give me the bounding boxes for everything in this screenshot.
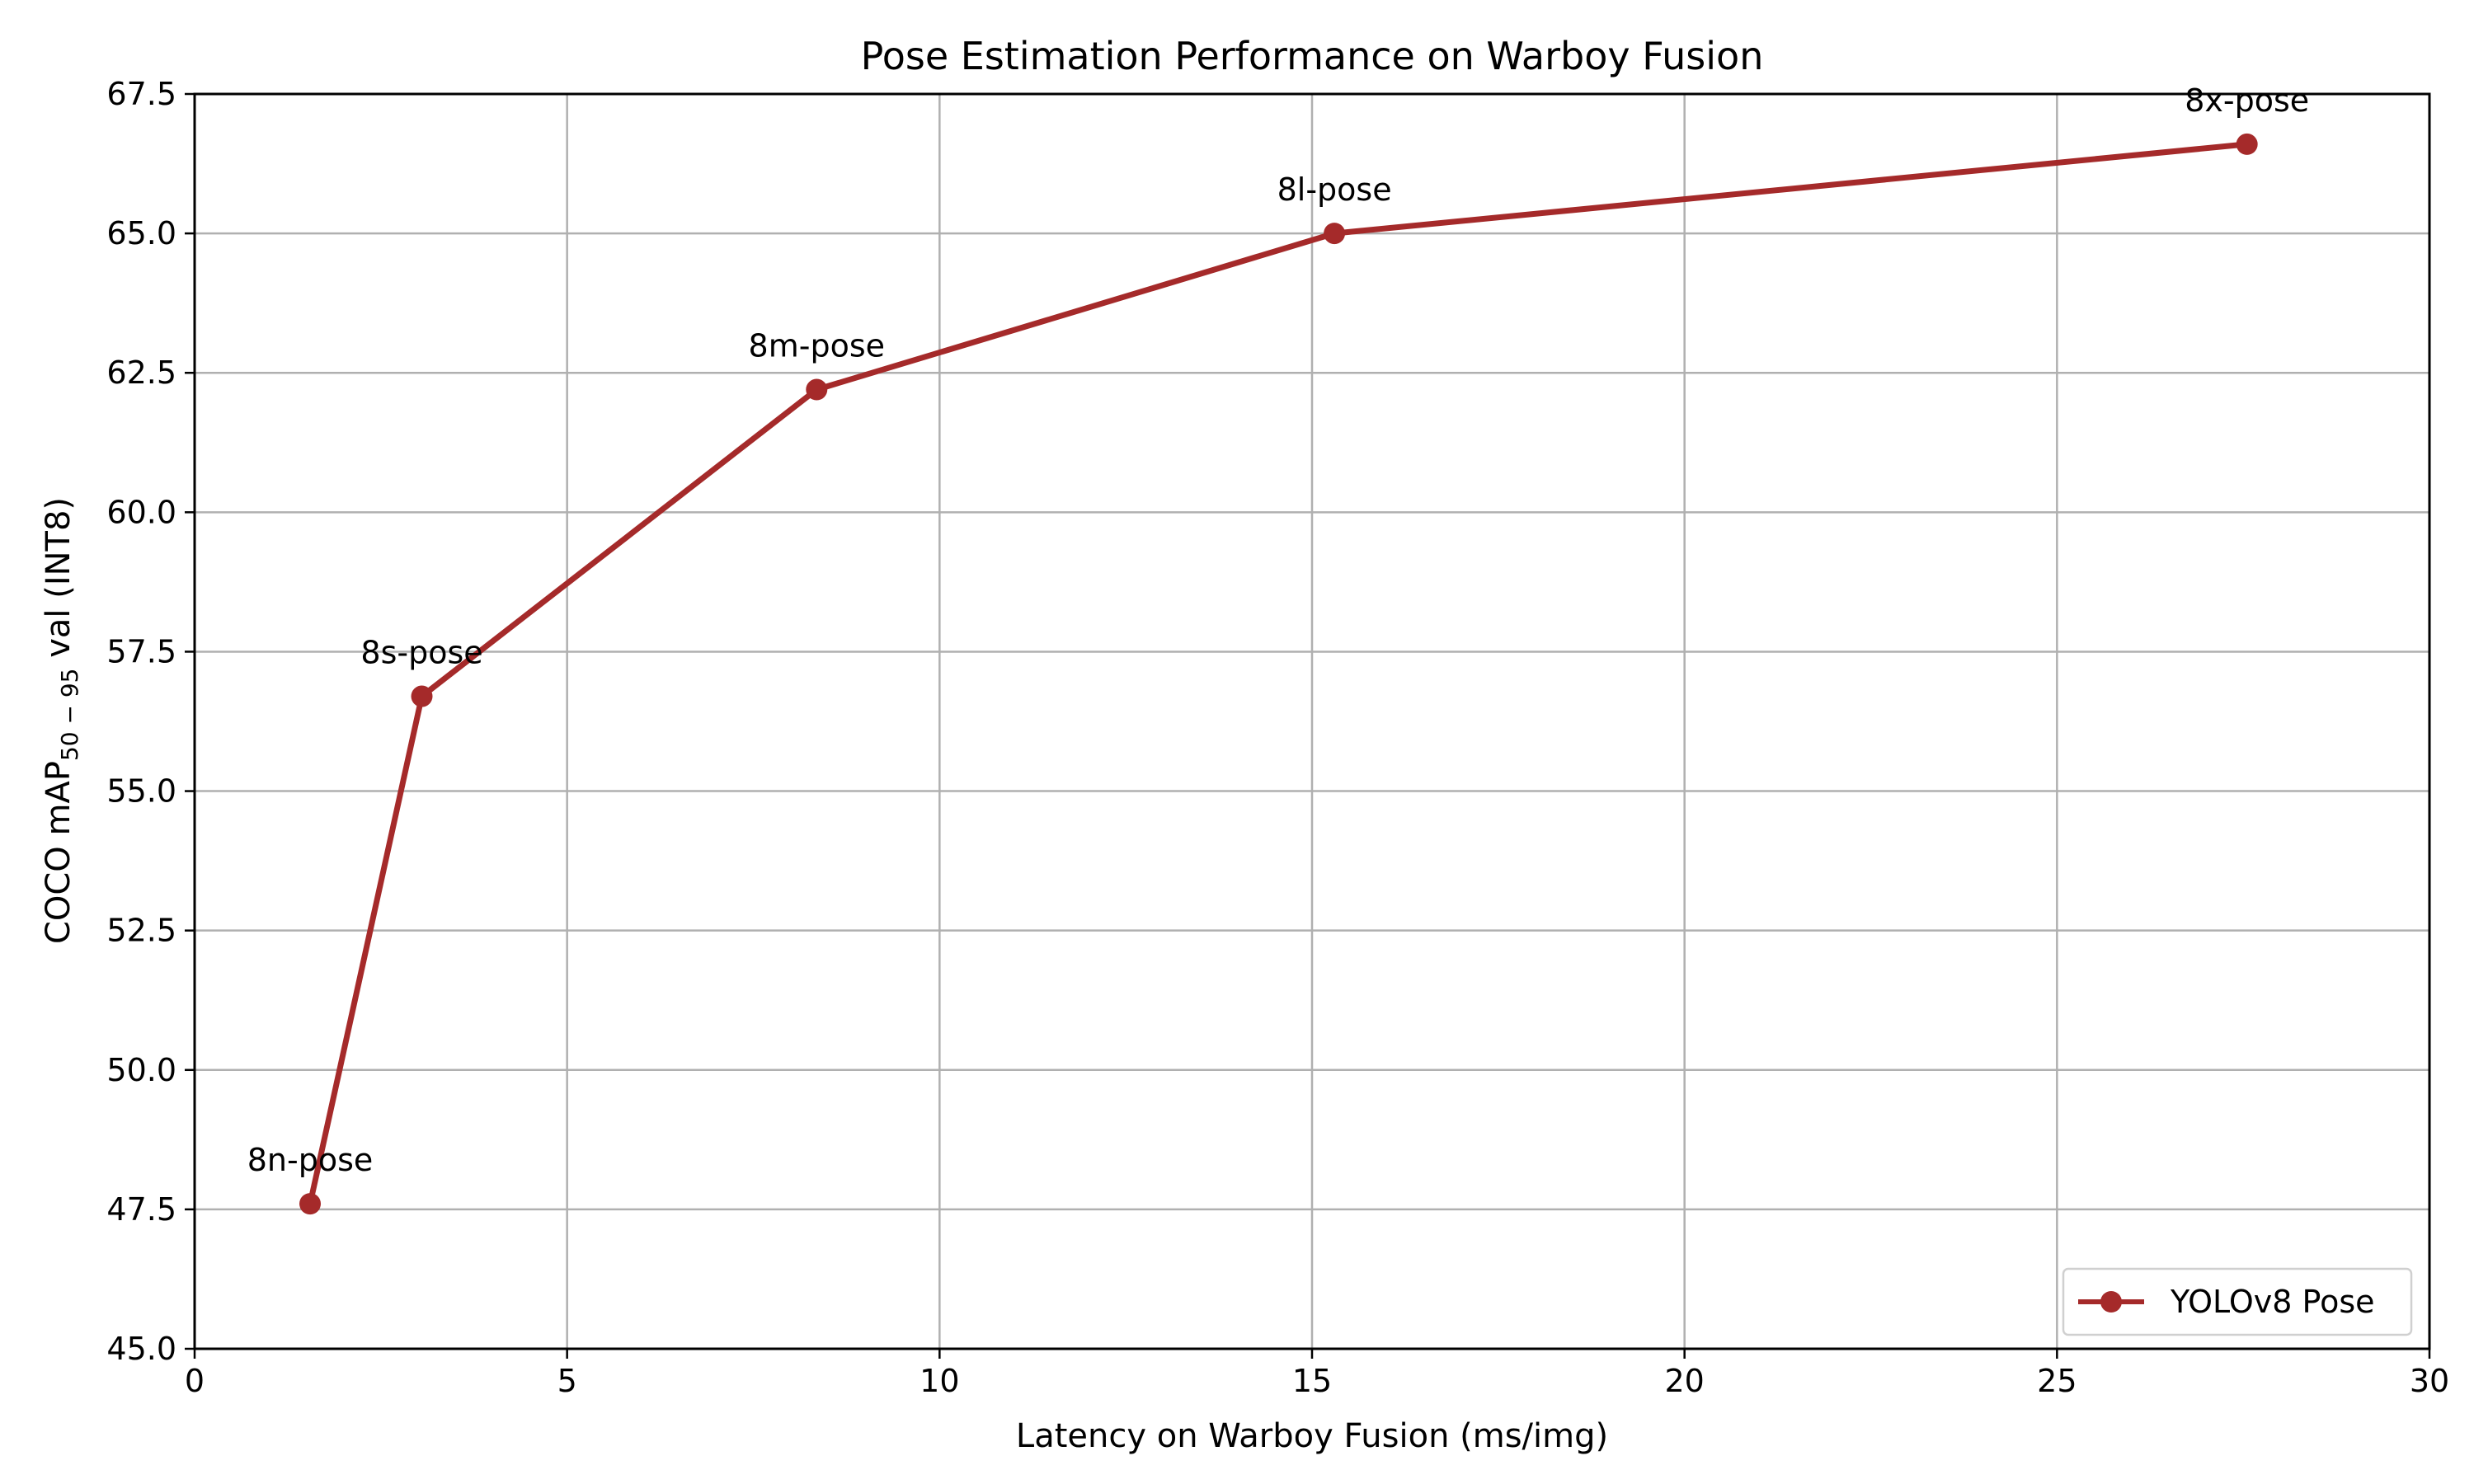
x-tick-label: 15 xyxy=(1292,1363,1332,1399)
y-tick-label: 47.5 xyxy=(106,1191,176,1228)
x-axis: 0 5 10 15 20 25 30 xyxy=(185,1349,2449,1399)
y-axis-title-subscript: 50 − 95 xyxy=(56,669,83,762)
y-axis: 45.0 47.5 50.0 52.5 55.0 57.5 60.0 62.5 65.0 67.5 xyxy=(106,76,195,1367)
y-axis-title-tail: val (INT8) xyxy=(40,497,78,669)
x-tick-label: 5 xyxy=(557,1363,577,1399)
data-point-label: 8m-pose xyxy=(749,328,885,364)
y-tick-label: 65.0 xyxy=(106,215,176,251)
y-axis-title: COCO mAP50 − 95 val (INT8) xyxy=(40,497,83,944)
x-tick-label: 0 xyxy=(185,1363,205,1399)
y-axis-title-main: COCO mAP xyxy=(40,761,78,944)
y-tick-label: 55.0 xyxy=(106,773,176,810)
y-tick-label: 62.5 xyxy=(106,355,176,391)
legend-marker xyxy=(2100,1291,2122,1313)
data-point xyxy=(2236,133,2258,155)
y-tick-label: 52.5 xyxy=(106,913,176,949)
y-tick-label: 50.0 xyxy=(106,1052,176,1088)
legend-box xyxy=(2062,1267,2413,1336)
x-tick-label: 10 xyxy=(920,1363,959,1399)
data-point-label: 8n-pose xyxy=(247,1142,374,1178)
legend: YOLOv8 Pose xyxy=(2062,1267,2413,1336)
x-tick-label: 25 xyxy=(2037,1363,2077,1399)
x-tick-label: 30 xyxy=(2410,1363,2449,1399)
data-point xyxy=(1324,223,1346,245)
legend-label: YOLOv8 Pose xyxy=(2170,1284,2375,1320)
x-tick-label: 20 xyxy=(1664,1363,1704,1399)
plot-area: 8n-pose 8s-pose 8m-pose 8l-pose 8x-pose xyxy=(247,82,2309,1215)
y-tick-label: 67.5 xyxy=(106,76,176,112)
data-point-label: 8l-pose xyxy=(1277,171,1392,208)
x-axis-title: Latency on Warboy Fusion (ms/img) xyxy=(1016,1417,1608,1455)
y-tick-label: 45.0 xyxy=(106,1331,176,1367)
y-tick-label: 60.0 xyxy=(106,494,176,530)
data-point xyxy=(806,378,828,401)
data-point xyxy=(411,685,433,707)
data-point xyxy=(299,1193,322,1215)
chart-title: Pose Estimation Performance on Warboy Fu… xyxy=(861,34,1764,78)
data-point-label: 8x-pose xyxy=(2185,82,2309,119)
y-tick-label: 57.5 xyxy=(106,633,176,669)
data-point-label: 8s-pose xyxy=(360,635,482,671)
